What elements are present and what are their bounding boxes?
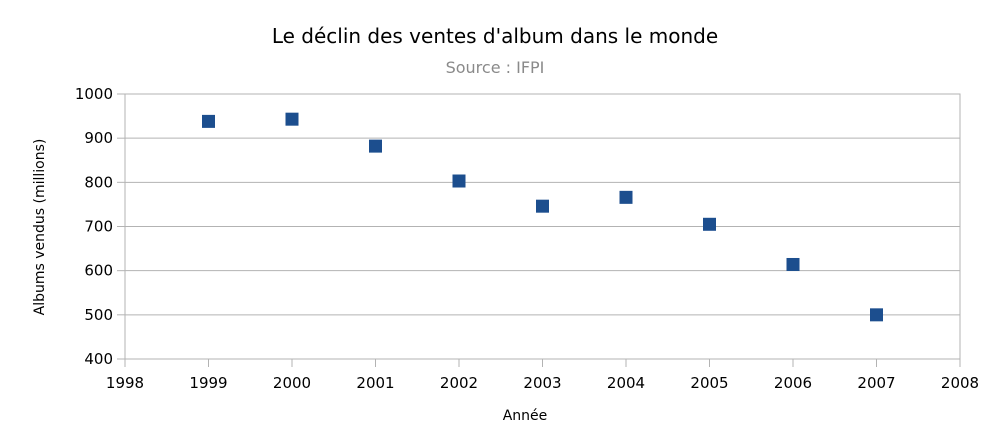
y-tick-label: 1000 — [75, 85, 113, 103]
data-point — [369, 139, 382, 153]
x-axis-title: Année — [503, 408, 548, 424]
data-points — [202, 112, 883, 322]
x-tick-label: 2003 — [523, 374, 561, 392]
data-point — [870, 308, 883, 322]
y-tick-label: 800 — [84, 173, 113, 191]
data-point — [786, 257, 800, 271]
plot-frame — [124, 93, 961, 360]
axes — [117, 93, 961, 367]
chart-title: Le déclin des ventes d'album dans le mon… — [271, 24, 719, 48]
data-point — [285, 112, 299, 126]
x-tick-label: 2005 — [690, 374, 728, 392]
x-tick-label: 2007 — [857, 374, 895, 392]
x-tick-label: 2002 — [440, 374, 478, 392]
y-tick-label: 900 — [84, 129, 113, 147]
data-point — [536, 199, 549, 213]
data-point — [619, 190, 633, 204]
y-tick-label: 500 — [84, 306, 113, 324]
y-tick-label: 600 — [84, 262, 113, 280]
x-tick-label: 1999 — [189, 374, 227, 392]
x-tick-label: 1998 — [106, 374, 144, 392]
data-point — [703, 217, 716, 231]
y-tick-label: 700 — [84, 218, 113, 236]
data-point — [202, 114, 215, 128]
chart-subtitle: Source : IFPI — [445, 58, 545, 77]
x-tick-label: 2006 — [774, 374, 812, 392]
gridlines — [125, 93, 960, 360]
x-tick-label: 2008 — [941, 374, 979, 392]
tick-labels: 400 500 600 700 800 900 1000 1998 1999 2000 2001 20… — [75, 85, 979, 392]
data-point — [452, 174, 466, 188]
x-tick-label: 2001 — [356, 374, 394, 392]
x-tick-label: 2000 — [273, 374, 311, 392]
x-tick-label: 2004 — [607, 374, 645, 392]
y-axis-title: Albums vendus (millions) — [32, 139, 48, 316]
y-tick-label: 400 — [84, 350, 113, 368]
